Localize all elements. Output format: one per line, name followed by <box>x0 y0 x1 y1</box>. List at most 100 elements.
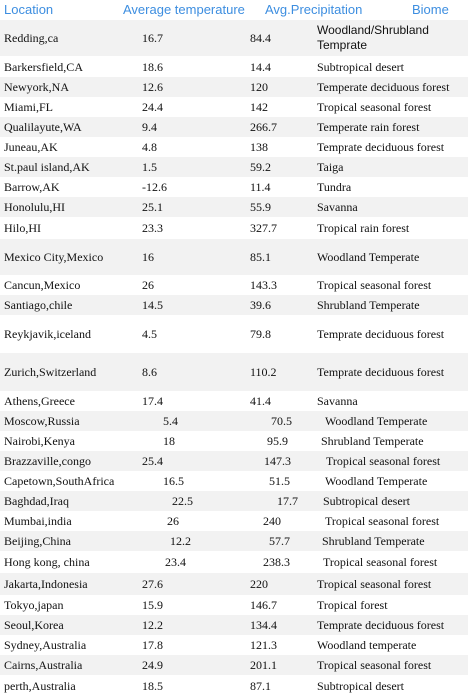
temperature-cell: 17.4 <box>142 393 163 408</box>
biome-cell: Tropical forest <box>317 597 388 612</box>
biome-cell: Tundra <box>317 179 352 194</box>
header-location: Location <box>4 2 54 17</box>
temperature-cell: 4.8 <box>142 139 157 154</box>
location-cell: Nairobi,Kenya <box>4 433 75 448</box>
temperature-cell: 27.6 <box>142 576 163 591</box>
temperature-cell: 18 <box>163 433 175 448</box>
precipitation-cell: 39.6 <box>250 297 271 312</box>
temperature-cell: 16.7 <box>142 30 163 45</box>
precipitation-cell: 95.9 <box>267 433 288 448</box>
precipitation-cell: 220 <box>250 576 268 591</box>
location-cell: perth,Australia <box>4 678 76 693</box>
table-row: Honolulu,HI 25.1 55.9 Savanna <box>0 197 468 217</box>
precipitation-cell: 55.9 <box>250 199 271 214</box>
temperature-cell: 17.8 <box>142 637 163 652</box>
table-row: Redding,ca 16.7 84.4 Woodland/Shrubland Tem… <box>0 20 468 56</box>
table-row: Mumbai,india 26 240 Tropical seasonal fores… <box>0 511 468 531</box>
temperature-cell: 12.2 <box>170 533 191 548</box>
biome-cell: Subtropical desert <box>317 59 404 74</box>
temperature-cell: 25.1 <box>142 199 163 214</box>
temperature-cell: 25.4 <box>142 453 163 468</box>
header-biome: Biome <box>412 2 449 17</box>
precipitation-cell: 240 <box>263 513 281 528</box>
precipitation-cell: 120 <box>250 79 268 94</box>
table-row: Barrow,AK -12.6 11.4 Tundra <box>0 177 468 197</box>
temperature-cell: 12.2 <box>142 617 163 632</box>
location-cell: Cairns,Australia <box>4 657 83 672</box>
temperature-cell: 14.5 <box>142 297 163 312</box>
location-cell: Mexico City,Mexico <box>4 249 104 264</box>
precipitation-cell: 85.1 <box>250 249 271 264</box>
location-cell: Qualilayute,WA <box>4 119 82 134</box>
temperature-cell: 12.6 <box>142 79 163 94</box>
precipitation-cell: 59.2 <box>250 159 271 174</box>
biome-cell: Temprate deciduous forest <box>317 139 445 154</box>
biome-cell: Temperate deciduous forest <box>317 79 450 94</box>
precipitation-cell: 51.5 <box>269 473 290 488</box>
temperature-cell: -12.6 <box>142 179 167 194</box>
precipitation-cell: 138 <box>250 139 268 154</box>
temperature-cell: 23.3 <box>142 220 163 235</box>
location-cell: Moscow,Russia <box>4 413 80 428</box>
header-average-temperature: Average temperature <box>123 2 245 17</box>
temperature-cell: 22.5 <box>172 493 193 508</box>
table-row: Moscow,Russia 5.4 70.5 Woodland Temperate <box>0 411 468 431</box>
table-row: Zurich,Switzerland 8.6 110.2 Temprate decid… <box>0 353 468 391</box>
table-row: Qualilayute,WA 9.4 266.7 Temperate rain for… <box>0 117 468 137</box>
precipitation-cell: 201.1 <box>250 657 277 672</box>
table-row: Miami,FL 24.4 142 Tropical seasonal forest <box>0 97 468 117</box>
location-cell: Hong kong, china <box>4 554 90 569</box>
location-cell: Brazzaville,congo <box>4 453 91 468</box>
biome-cell: Tropical seasonal forest <box>323 554 438 569</box>
biome-cell: Subtropical desert <box>323 493 410 508</box>
location-cell: Seoul,Korea <box>4 617 64 632</box>
table-row: Newyork,NA 12.6 120 Temperate deciduous for… <box>0 77 468 97</box>
biome-cell: Woodland Temperate <box>325 473 428 488</box>
precipitation-cell: 238.3 <box>263 554 290 569</box>
location-cell: Beijing,China <box>4 533 71 548</box>
table-row: Juneau,AK 4.8 138 Temprate deciduous forest <box>0 137 468 157</box>
biome-cell: Temperate rain forest <box>317 119 420 134</box>
precipitation-cell: 142 <box>250 99 268 114</box>
location-cell: Honolulu,HI <box>4 199 65 214</box>
biome-cell: Tropical seasonal forest <box>317 277 432 292</box>
biome-cell: Tropical seasonal forest <box>325 513 440 528</box>
location-cell: Barrow,AK <box>4 179 60 194</box>
biome-cell: Subtropical desert <box>317 678 404 693</box>
location-cell: Sydney,Australia <box>4 637 87 652</box>
temperature-cell: 26 <box>167 513 179 528</box>
table-row: Brazzaville,congo 25.4 147.3 Tropical seaso… <box>0 451 468 471</box>
location-cell: Hilo,HI <box>4 220 41 235</box>
biome-cell: Tropical seasonal forest <box>326 453 441 468</box>
table-row: Baghdad,Iraq 22.5 17.7 Subtropical desert <box>0 491 468 511</box>
biome-cell: Tropical seasonal forest <box>317 99 432 114</box>
table-row: perth,Australia 18.5 87.1 Subtropical deser… <box>0 675 468 697</box>
precipitation-cell: 84.4 <box>250 30 271 45</box>
temperature-cell: 1.5 <box>142 159 157 174</box>
table-row: Cancun,Mexico 26 143.3 Tropical seasonal fo… <box>0 275 468 295</box>
table-row: Santiago,chile 14.5 39.6 Shrubland Temperat… <box>0 295 468 315</box>
table-row: Jakarta,Indonesia 27.6 220 Tropical seasona… <box>0 573 468 595</box>
temperature-cell: 9.4 <box>142 119 157 134</box>
table-row: Reykjavik,iceland 4.5 79.8 Temprate deciduo… <box>0 315 468 353</box>
precipitation-cell: 17.7 <box>277 493 298 508</box>
precipitation-cell: 14.4 <box>250 59 271 74</box>
biome-cell: Savanna <box>317 393 358 408</box>
temperature-cell: 23.4 <box>165 554 186 569</box>
table-row: Hilo,HI 23.3 327.7 Tropical rain forest <box>0 217 468 239</box>
temperature-cell: 18.6 <box>142 59 163 74</box>
biome-cell: Woodland Temperate <box>317 249 420 264</box>
location-cell: Juneau,AK <box>4 139 58 154</box>
location-cell: Baghdad,Iraq <box>4 493 69 508</box>
location-cell: Mumbai,india <box>4 513 72 528</box>
biome-cell: Temprate deciduous forest <box>317 364 445 379</box>
precipitation-cell: 70.5 <box>271 413 292 428</box>
biome-cell: Temprate deciduous forest <box>317 326 445 341</box>
biome-cell: Temprate deciduous forest <box>317 617 445 632</box>
precipitation-cell: 121.3 <box>250 637 277 652</box>
precipitation-cell: 87.1 <box>250 678 271 693</box>
biome-cell: Woodland Temperate <box>325 413 428 428</box>
biome-cell: Shrubland Temperate <box>317 297 420 312</box>
precipitation-cell: 147.3 <box>264 453 291 468</box>
